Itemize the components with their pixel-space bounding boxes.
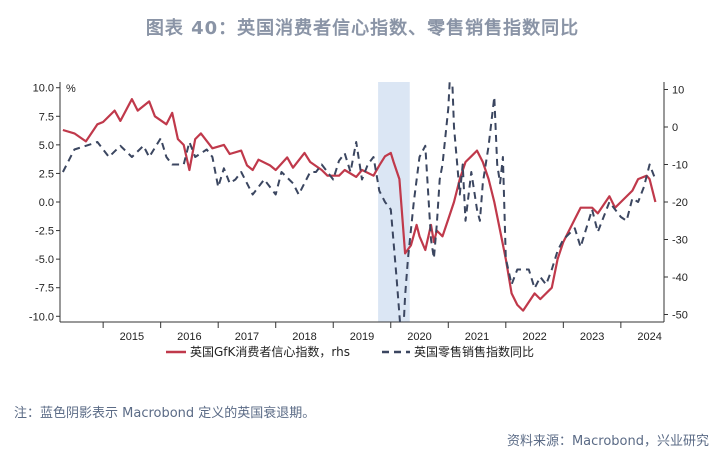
x-tick-label: 2024 (637, 331, 661, 343)
x-tick-label: 2018 (292, 331, 316, 343)
left-tick-label: -10.0 (29, 311, 54, 323)
left-tick-label: -2.5 (35, 226, 54, 238)
left-tick-label: 10.0 (33, 83, 54, 95)
x-tick-label: 2017 (235, 331, 259, 343)
chart-svg: % 10.0 7.5 5.0 2.5 0.0 -2.5 -5.0 -7.5 -10.0 10 0 -… (29, 82, 688, 359)
recession-band (378, 82, 410, 322)
footnote: 注：蓝色阴影表示 Macrobond 定义的英国衰退期。 (14, 406, 316, 421)
x-tick-label: 2020 (407, 331, 431, 343)
source-line: 资料来源：Macrobond，兴业研究 (506, 434, 709, 449)
right-tick-label: 10 (672, 85, 684, 97)
x-tick-label: 2021 (465, 331, 489, 343)
right-tick-label: -10 (672, 160, 688, 172)
series-layer (62, 82, 657, 322)
series-line-consumer-confidence (62, 97, 657, 312)
x-axis-ticks: 2015 2016 2017 2018 2019 2020 2021 2022 2023 2024 (102, 322, 662, 343)
left-tick-label: -7.5 (35, 283, 54, 295)
x-tick-label: 2023 (580, 331, 604, 343)
left-tick-label: 0.0 (39, 197, 54, 209)
x-tick-label: 2019 (350, 331, 374, 343)
x-tick-label: 2022 (522, 331, 546, 343)
plot-frame (59, 82, 665, 323)
x-tick-label: 2016 (177, 331, 201, 343)
right-tick-label: 0 (672, 122, 678, 134)
legend: 英国GfK消费者信心指数，rhs 英国零售销售指数同比 (166, 344, 534, 359)
left-tick-label: 2.5 (39, 168, 54, 180)
legend-label-series2: 英国零售销售指数同比 (414, 344, 534, 359)
legend-label-series1: 英国GfK消费者信心指数，rhs (190, 344, 350, 359)
left-tick-label: -5.0 (35, 254, 54, 266)
series-line-retail-sales (62, 82, 657, 322)
right-tick-label: -50 (672, 310, 688, 322)
right-tick-label: -30 (672, 235, 688, 247)
chart-title: 图表 40：英国消费者信心指数、零售销售指数同比 (145, 18, 580, 39)
right-tick-label: -40 (672, 272, 688, 284)
x-tick-label: 2015 (120, 331, 144, 343)
recession-band-layer (378, 82, 410, 322)
left-tick-label: 7.5 (39, 111, 54, 123)
left-axis-unit-label: % (66, 83, 76, 95)
left-tick-label: 5.0 (39, 140, 54, 152)
right-tick-label: -20 (672, 197, 688, 209)
right-axis-ticks: 10 0 -10 -20 -30 -40 -50 (664, 85, 688, 322)
left-axis-ticks: 10.0 7.5 5.0 2.5 0.0 -2.5 -5.0 -7.5 -10.0 (29, 83, 60, 323)
